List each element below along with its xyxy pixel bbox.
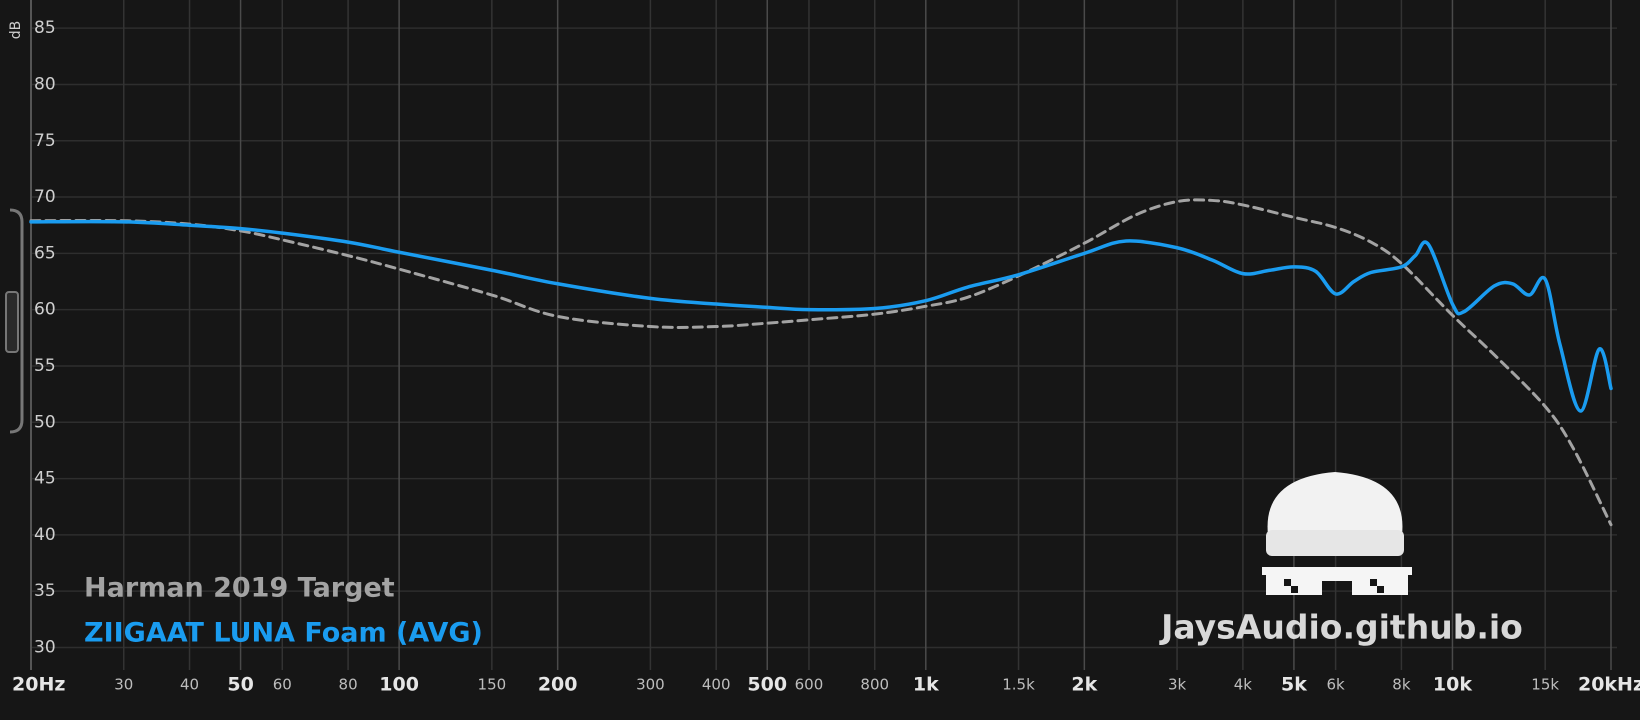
- y-tick-label: 70: [34, 187, 56, 207]
- x-tick-label: 100: [379, 674, 419, 696]
- x-tick-label: 300: [636, 676, 665, 694]
- x-tick-label: 8k: [1392, 676, 1411, 694]
- x-tick-label: 15k: [1531, 676, 1559, 694]
- y-scale-grip[interactable]: [5, 291, 19, 353]
- y-tick-label: 50: [34, 412, 56, 432]
- x-tick-label: 600: [795, 676, 824, 694]
- legend-entry: Harman 2019 Target: [84, 573, 395, 604]
- x-tick-label: 60: [273, 676, 292, 694]
- y-tick-label: 30: [34, 637, 56, 657]
- x-tick-label: 6k: [1327, 676, 1346, 694]
- x-tick-label: 40: [180, 676, 199, 694]
- y-tick-label: 60: [34, 300, 56, 320]
- curves: [29, 198, 1613, 527]
- y-tick-label: 35: [34, 581, 56, 601]
- frequency-response: [29, 198, 1613, 527]
- x-tick-label: 150: [478, 676, 507, 694]
- x-tick-label: 800: [860, 676, 889, 694]
- y-tick-label: 55: [34, 356, 56, 376]
- x-tick-label: 5k: [1281, 674, 1307, 696]
- x-tick-label: 20Hz: [12, 674, 65, 696]
- grid: [30, 0, 1617, 670]
- y-tick-label: 65: [34, 243, 56, 263]
- x-tick-label: 4k: [1234, 676, 1253, 694]
- watermark: JaysAudio.github.io: [1159, 608, 1523, 647]
- frequency-response: [29, 219, 1613, 413]
- x-tick-label: 3k: [1168, 676, 1187, 694]
- x-tick-label: 20kHz: [1578, 674, 1640, 696]
- y-tick-label: 40: [34, 525, 56, 545]
- y-tick-label: 75: [34, 131, 56, 151]
- x-tick-label: 2k: [1071, 674, 1097, 696]
- x-tick-label: 500: [747, 674, 787, 696]
- y-axis-label: dB: [8, 21, 24, 40]
- x-tick-label: 1.5k: [1002, 676, 1035, 694]
- x-tick-label: 1k: [913, 674, 939, 696]
- x-tick-label: 10k: [1433, 674, 1472, 696]
- x-tick-label: 50: [227, 674, 253, 696]
- legend-entry: ZIIGAAT LUNA Foam (AVG): [84, 618, 483, 649]
- x-tick-label: 400: [702, 676, 731, 694]
- x-tick-label: 80: [339, 676, 358, 694]
- y-tick-label: 85: [34, 18, 56, 38]
- watermark-icon: [1262, 472, 1412, 595]
- x-tick-label: 30: [114, 676, 133, 694]
- y-tick-label: 80: [34, 74, 56, 94]
- y-tick-label: 45: [34, 469, 56, 489]
- y-scale-handle[interactable]: [9, 208, 24, 434]
- x-tick-label: 200: [538, 674, 578, 696]
